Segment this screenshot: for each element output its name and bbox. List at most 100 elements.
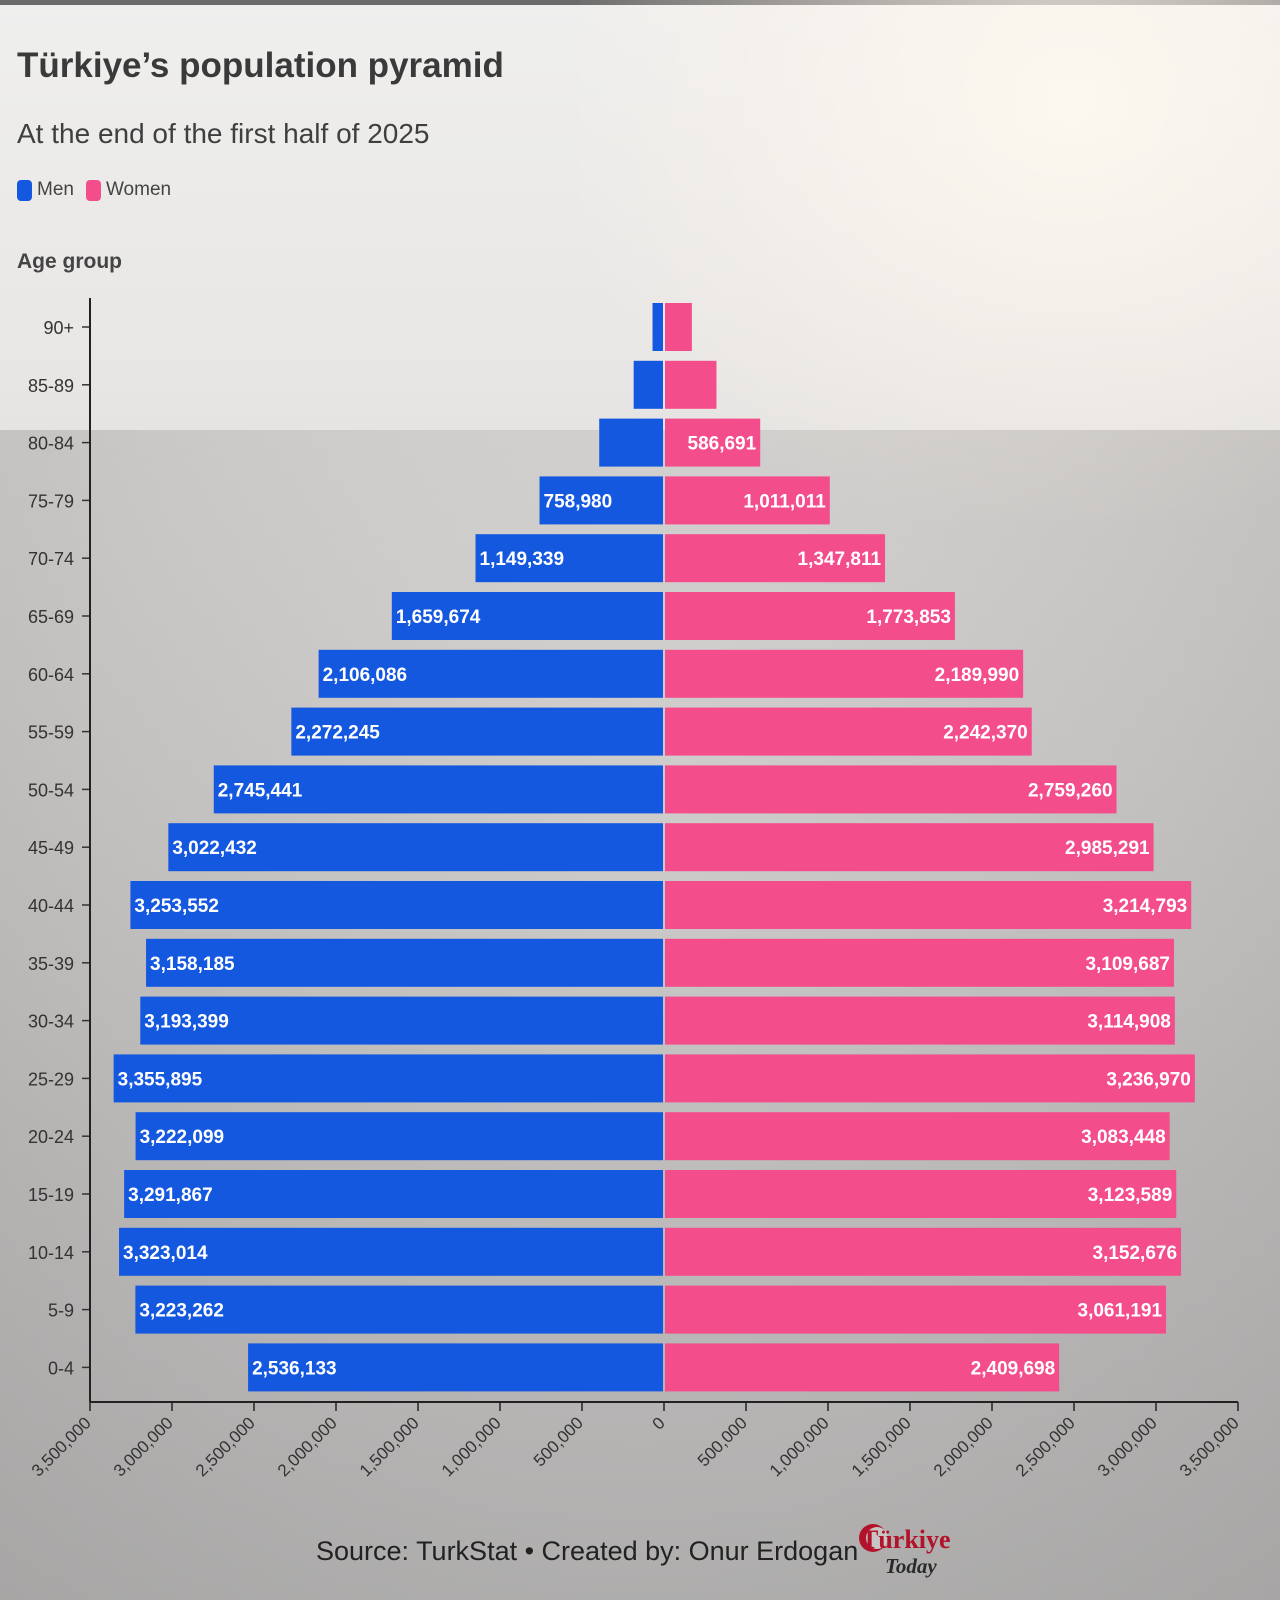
x-tick-label-7: 0	[649, 1413, 669, 1433]
data-label-women-40-44: 3,214,793	[1103, 896, 1188, 917]
x-tick-label-3: 2,000,000	[274, 1413, 341, 1480]
bar-women-5-9[interactable]	[665, 1285, 1167, 1334]
chart-subtitle: At the end of the first half of 2025	[17, 118, 430, 149]
x-tick-label-10: 1,500,000	[848, 1413, 915, 1480]
svg-text:Today: Today	[885, 1554, 937, 1578]
data-label-women-35-39: 3,109,687	[1085, 954, 1170, 975]
legend-item-men[interactable]: Men	[17, 179, 74, 201]
bar-men-15-19[interactable]	[124, 1170, 664, 1218]
svg-text:Türkiye: Türkiye	[861, 1525, 951, 1554]
logo-icon: Türkiye Today	[859, 1524, 951, 1578]
data-label-men-45-49: 3,022,432	[172, 838, 257, 859]
y-tick-label-80-84: 80-84	[28, 434, 74, 454]
bar-women-40-44[interactable]	[665, 881, 1192, 929]
bar-men-70-74[interactable]	[475, 534, 663, 583]
data-label-men-75-79: 758,980	[544, 491, 613, 512]
bar-women-20-24[interactable]	[665, 1112, 1170, 1161]
bar-men-30-34[interactable]	[140, 996, 663, 1045]
bar-men-35-39[interactable]	[146, 938, 663, 987]
legend-swatch-men	[17, 179, 32, 201]
x-tick-label-2: 2,500,000	[192, 1413, 259, 1480]
y-tick-label-55-59: 55-59	[28, 723, 74, 743]
data-label-women-0-4: 2,409,698	[971, 1358, 1056, 1379]
bar-men-0-4[interactable]	[248, 1343, 663, 1392]
bar-men-55-59[interactable]	[291, 707, 663, 756]
bar-women-70-74[interactable]	[665, 534, 886, 583]
bar-women-30-34[interactable]	[665, 996, 1175, 1045]
y-tick-label-35-39: 35-39	[28, 954, 74, 974]
x-tick-label-6: 500,000	[530, 1413, 587, 1470]
bar-women-45-49[interactable]	[665, 823, 1154, 872]
x-tick-label-4: 1,500,000	[356, 1413, 423, 1480]
bar-women-50-54[interactable]	[665, 765, 1117, 814]
bar-men-90+[interactable]	[652, 303, 663, 351]
data-label-women-25-29: 3,236,970	[1106, 1069, 1191, 1090]
y-tick-label-30-34: 30-34	[28, 1012, 74, 1032]
bar-men-50-54[interactable]	[213, 765, 663, 814]
legend-label-women: Women	[105, 179, 172, 200]
bar-women-85-89[interactable]	[665, 360, 717, 409]
bar-men-60-64[interactable]	[318, 649, 663, 698]
bar-men-20-24[interactable]	[135, 1112, 664, 1161]
bar-women-90+[interactable]	[665, 303, 692, 351]
data-label-men-70-74: 1,149,339	[480, 549, 565, 570]
data-label-women-55-59: 2,242,370	[943, 723, 1028, 744]
legend-swatch-women	[85, 179, 101, 201]
bar-women-65-69[interactable]	[665, 592, 955, 640]
data-label-men-5-9: 3,223,262	[139, 1301, 224, 1322]
bar-women-35-39[interactable]	[665, 938, 1174, 987]
bar-men-10-14[interactable]	[119, 1227, 664, 1276]
bar-women-75-79[interactable]	[665, 476, 830, 525]
y-tick-label-60-64: 60-64	[28, 665, 74, 685]
bar-men-25-29[interactable]	[113, 1054, 663, 1103]
data-label-men-0-4: 2,536,133	[252, 1358, 337, 1379]
bar-women-10-14[interactable]	[665, 1227, 1182, 1276]
y-tick-label-70-74: 70-74	[28, 549, 74, 569]
bar-women-15-19[interactable]	[665, 1170, 1177, 1218]
legend-item-women[interactable]: Women	[85, 179, 172, 201]
data-label-women-45-49: 2,985,291	[1065, 838, 1150, 859]
bar-women-80-84[interactable]	[665, 418, 761, 467]
data-label-men-60-64: 2,106,086	[323, 665, 408, 686]
data-label-men-65-69: 1,659,674	[396, 607, 481, 628]
x-tick-label-5: 1,000,000	[438, 1413, 505, 1480]
data-label-men-10-14: 3,323,014	[123, 1243, 208, 1264]
x-tick-label-8: 500,000	[694, 1413, 751, 1470]
data-label-women-10-14: 3,152,676	[1093, 1243, 1178, 1264]
bar-men-75-79[interactable]	[539, 476, 663, 525]
data-label-men-15-19: 3,291,867	[128, 1185, 213, 1206]
x-tick-label-1: 3,000,000	[110, 1413, 177, 1480]
data-label-women-75-79: 1,011,011	[743, 491, 826, 512]
bar-men-5-9[interactable]	[135, 1285, 664, 1334]
bar-men-45-49[interactable]	[168, 823, 663, 872]
bar-men-65-69[interactable]	[391, 592, 663, 640]
bar-women-55-59[interactable]	[665, 707, 1032, 756]
y-tick-label-90+: 90+	[43, 318, 74, 338]
data-label-men-20-24: 3,222,099	[140, 1127, 225, 1148]
y-tick-label-40-44: 40-44	[28, 896, 74, 916]
legend-label-men: Men	[37, 179, 74, 200]
y-tick-label-10-14: 10-14	[28, 1243, 74, 1263]
data-label-men-25-29: 3,355,895	[118, 1069, 203, 1090]
y-tick-label-15-19: 15-19	[28, 1185, 74, 1205]
data-label-women-70-74: 1,347,811	[798, 549, 882, 570]
bar-men-85-89[interactable]	[633, 360, 663, 409]
y-tick-label-25-29: 25-29	[28, 1069, 74, 1089]
data-label-women-30-34: 3,114,908	[1087, 1012, 1170, 1033]
data-label-women-60-64: 2,189,990	[935, 665, 1020, 686]
bar-women-60-64[interactable]	[665, 649, 1024, 698]
data-label-men-35-39: 3,158,185	[150, 954, 235, 975]
data-label-women-15-19: 3,123,589	[1088, 1185, 1173, 1206]
bar-women-0-4[interactable]	[665, 1343, 1060, 1392]
data-label-men-50-54: 2,745,441	[218, 780, 303, 801]
bar-men-80-84[interactable]	[599, 418, 663, 467]
bar-women-25-29[interactable]	[665, 1054, 1195, 1103]
legend: Men Women	[17, 179, 183, 201]
y-tick-label-45-49: 45-49	[28, 838, 74, 858]
data-label-women-65-69: 1,773,853	[866, 607, 951, 628]
y-tick-label-75-79: 75-79	[28, 491, 74, 511]
x-tick-label-12: 2,500,000	[1012, 1413, 1079, 1480]
data-label-women-80-84: 586,691	[688, 434, 757, 455]
bar-men-40-44[interactable]	[130, 881, 663, 929]
